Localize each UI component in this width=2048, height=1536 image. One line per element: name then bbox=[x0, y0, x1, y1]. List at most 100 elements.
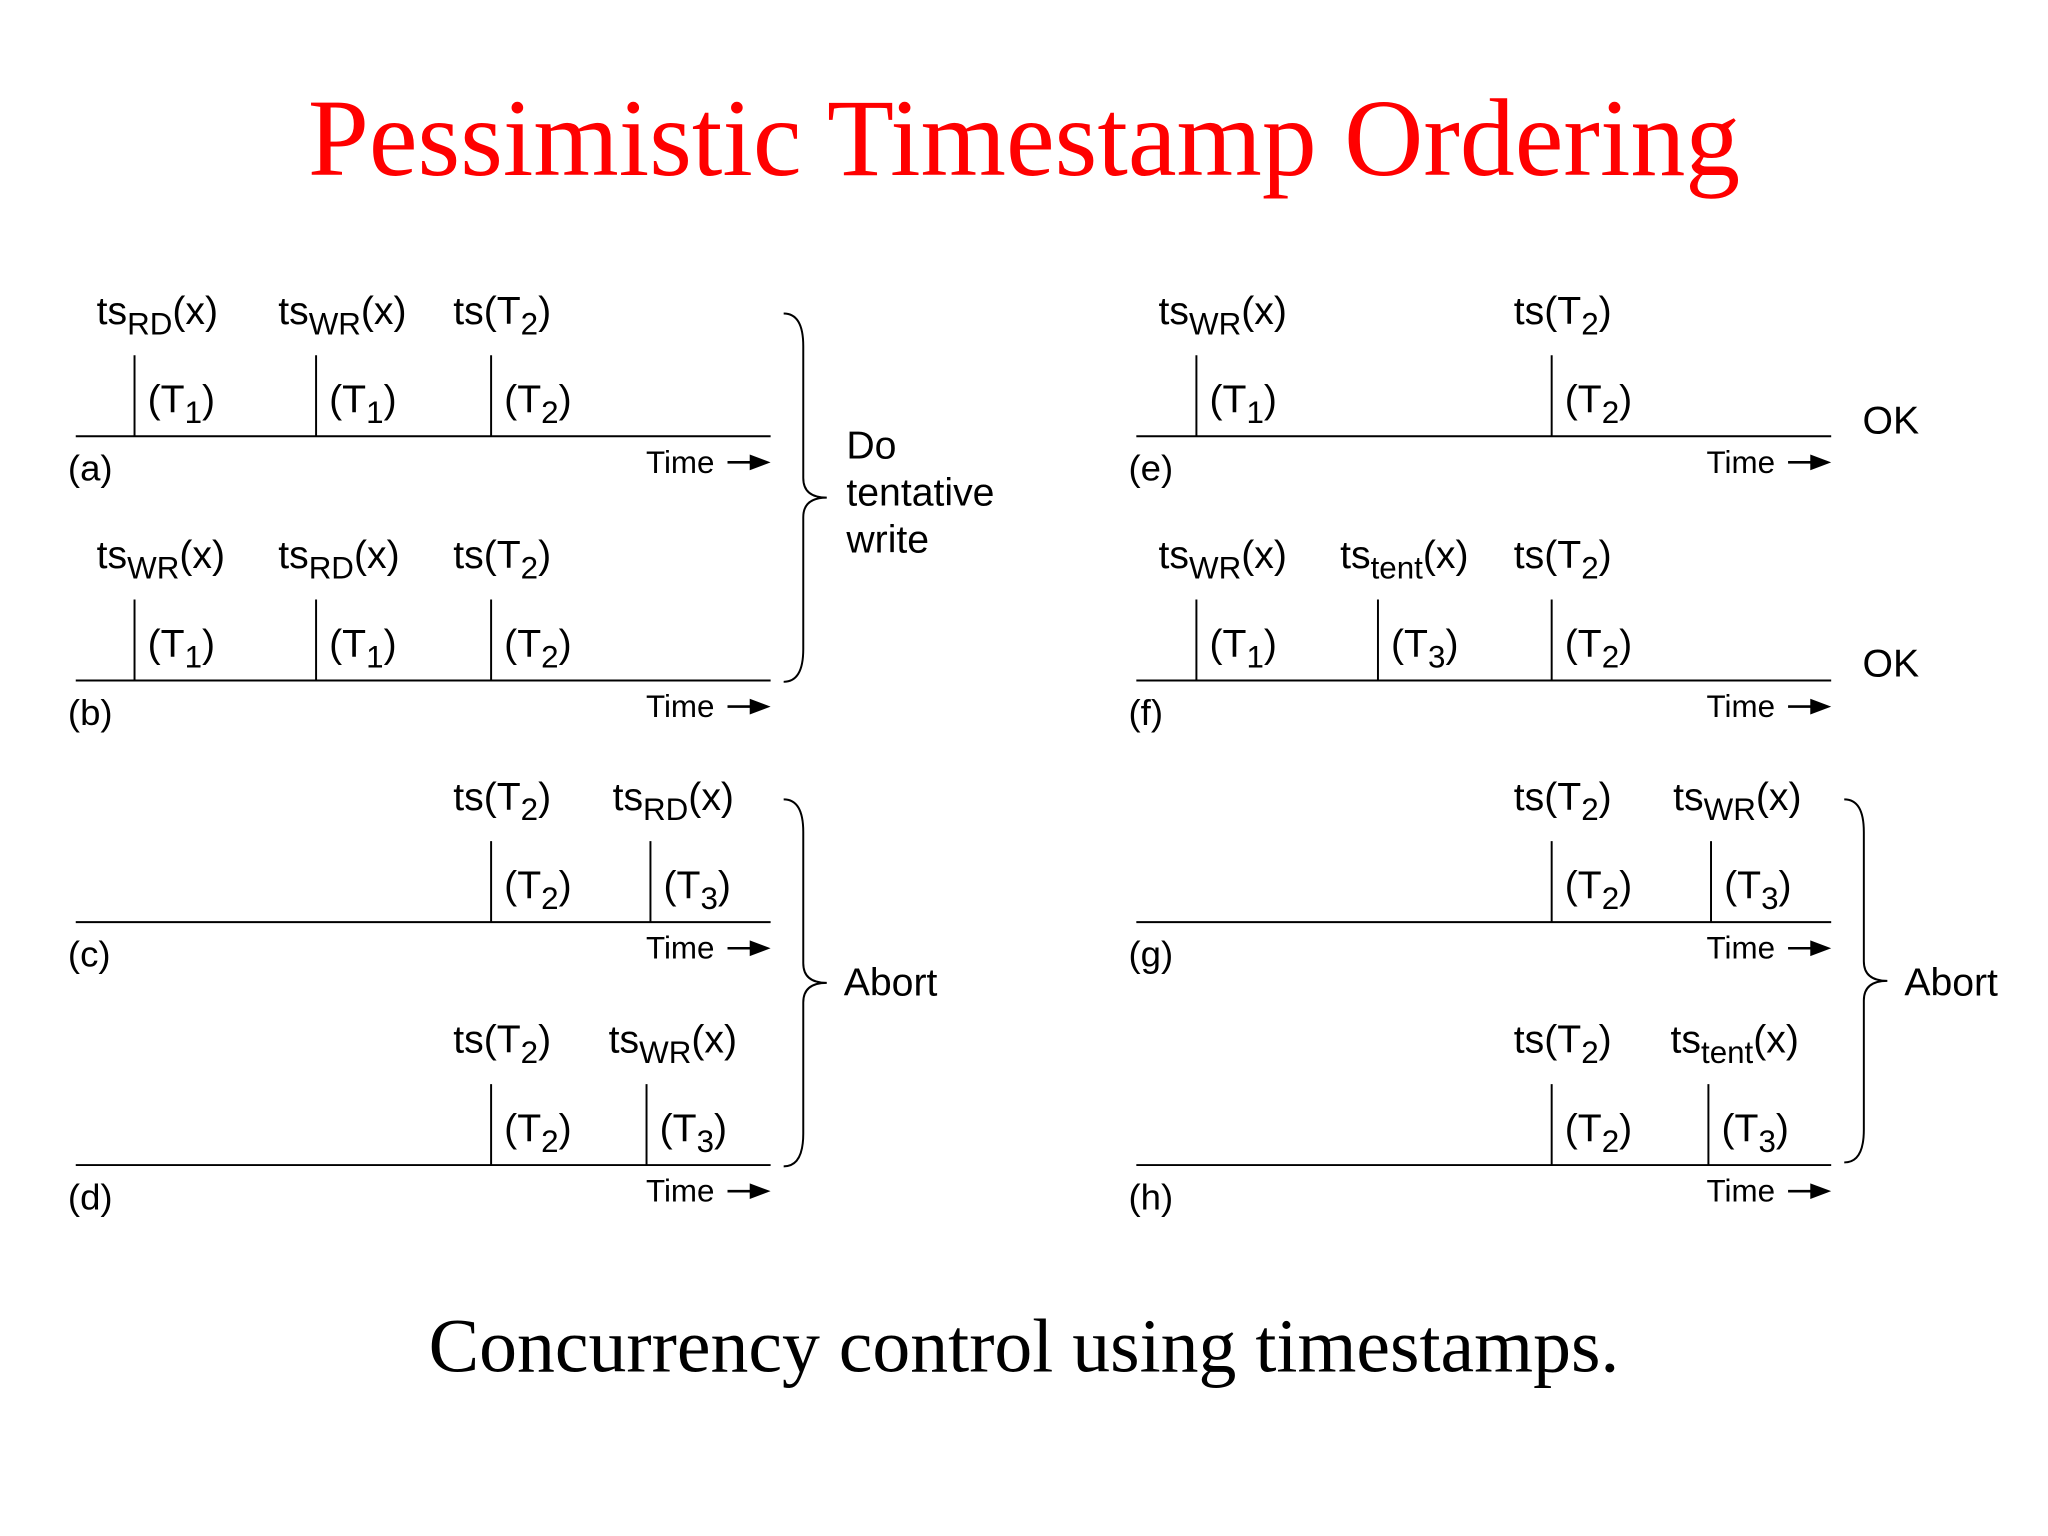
event-transaction-sub: 2 bbox=[1602, 639, 1619, 674]
time-arrowhead bbox=[1810, 1183, 1832, 1200]
event-transaction: (T3) bbox=[660, 1108, 727, 1159]
event-transaction-base: (T bbox=[329, 623, 366, 666]
event-timestamp-sub: WR bbox=[1704, 792, 1756, 827]
event-timestamp-sub: 2 bbox=[521, 1035, 538, 1070]
event-transaction: (T1) bbox=[1209, 623, 1276, 674]
event-timestamp: tsWR(x) bbox=[278, 290, 406, 341]
event-timestamp-tail: (x) bbox=[691, 1019, 737, 1062]
event-timestamp-sub: WR bbox=[309, 306, 361, 341]
event-timestamp: ts(T2) bbox=[453, 290, 551, 341]
brace-label: Do bbox=[846, 424, 896, 467]
event-timestamp-base: ts bbox=[1673, 776, 1703, 819]
event-transaction-base: (T bbox=[148, 379, 185, 422]
event-transaction: (T2) bbox=[504, 623, 571, 674]
event-timestamp-base: ts bbox=[278, 534, 308, 577]
event-transaction: (T3) bbox=[664, 865, 731, 916]
event-transaction-tail: ) bbox=[1264, 623, 1277, 666]
event-timestamp-tail: ) bbox=[538, 1019, 551, 1062]
event-transaction-base: (T bbox=[1565, 865, 1602, 908]
time-arrowhead bbox=[749, 1183, 771, 1200]
event-transaction: (T1) bbox=[148, 379, 215, 430]
event-timestamp-tail: (x) bbox=[1753, 1019, 1799, 1062]
event-timestamp-tail: (x) bbox=[179, 534, 225, 577]
event-transaction-tail: ) bbox=[714, 1108, 727, 1151]
event-transaction-base: (T bbox=[660, 1108, 697, 1151]
event-timestamp: tsWR(x) bbox=[1673, 776, 1801, 827]
event-transaction-sub: 1 bbox=[185, 395, 202, 430]
time-label: Time bbox=[1707, 1174, 1775, 1209]
event-transaction-sub: 3 bbox=[1758, 1124, 1775, 1159]
event-transaction-tail: ) bbox=[718, 865, 731, 908]
event-transaction: (T2) bbox=[504, 379, 571, 430]
brace bbox=[783, 798, 827, 1168]
event-timestamp-sub: 2 bbox=[521, 551, 538, 586]
event-timestamp: tsWR(x) bbox=[1159, 290, 1287, 341]
event-transaction-sub: 2 bbox=[1602, 881, 1619, 916]
event-timestamp-tail: ) bbox=[1599, 1019, 1612, 1062]
event-timestamp: ts(T2) bbox=[1514, 776, 1612, 827]
event-transaction-sub: 1 bbox=[185, 639, 202, 674]
event-transaction-tail: ) bbox=[1779, 865, 1792, 908]
time-label: Time bbox=[646, 445, 714, 480]
event-timestamp-tail: ) bbox=[538, 776, 551, 819]
event-transaction-sub: 2 bbox=[541, 639, 558, 674]
event-timestamp-sub: WR bbox=[1189, 551, 1241, 586]
event-transaction-tail: ) bbox=[559, 1108, 572, 1151]
event-timestamp-base: ts bbox=[97, 534, 127, 577]
event-transaction-tail: ) bbox=[202, 379, 215, 422]
event-timestamp-base: ts bbox=[1159, 290, 1189, 333]
caption: Concurrency control using timestamps. bbox=[429, 1304, 1620, 1388]
panel-label: (f) bbox=[1128, 692, 1163, 733]
event-timestamp-base: ts bbox=[1159, 534, 1189, 577]
event-transaction-sub: 2 bbox=[541, 395, 558, 430]
event-timestamp-tail: ) bbox=[1599, 776, 1612, 819]
event-timestamp-base: ts bbox=[613, 776, 643, 819]
time-arrowhead bbox=[749, 698, 771, 715]
event-transaction-sub: 1 bbox=[1246, 395, 1263, 430]
event-transaction: (T2) bbox=[504, 865, 571, 916]
event-timestamp-tail: ) bbox=[1599, 534, 1612, 577]
brace bbox=[783, 312, 827, 683]
event-timestamp-tail: (x) bbox=[354, 534, 400, 577]
brace-label: write bbox=[845, 518, 929, 561]
event-timestamp: ts(T2) bbox=[453, 776, 551, 827]
event-transaction-sub: 2 bbox=[541, 1124, 558, 1159]
event-transaction-tail: ) bbox=[1619, 865, 1632, 908]
time-label: Time bbox=[1707, 445, 1775, 480]
event-timestamp: tsWR(x) bbox=[609, 1019, 737, 1070]
time-arrowhead bbox=[1810, 698, 1832, 715]
event-timestamp-tail: (x) bbox=[1241, 290, 1287, 333]
event-timestamp: tsWR(x) bbox=[1159, 534, 1287, 585]
event-transaction-sub: 3 bbox=[1761, 881, 1778, 916]
event-transaction-tail: ) bbox=[384, 623, 397, 666]
event-timestamp-tail: (x) bbox=[361, 290, 407, 333]
panel-label: (h) bbox=[1128, 1176, 1173, 1217]
event-timestamp-sub: RD bbox=[643, 792, 688, 827]
time-arrowhead bbox=[1810, 454, 1832, 471]
event-transaction-tail: ) bbox=[1619, 1108, 1632, 1151]
event-timestamp-sub: 2 bbox=[1581, 792, 1598, 827]
event-timestamp-base: ts bbox=[1671, 1019, 1701, 1062]
event-timestamp-sub: 2 bbox=[521, 792, 538, 827]
event-timestamp-base: ts(T bbox=[453, 290, 521, 333]
event-timestamp-base: ts(T bbox=[1514, 1019, 1582, 1062]
event-transaction-sub: 2 bbox=[1602, 395, 1619, 430]
event-transaction-sub: 2 bbox=[1602, 1124, 1619, 1159]
time-arrowhead bbox=[749, 454, 771, 471]
event-transaction: (T2) bbox=[1565, 623, 1632, 674]
event-transaction-tail: ) bbox=[202, 623, 215, 666]
event-transaction-tail: ) bbox=[1776, 1108, 1789, 1151]
event-transaction: (T3) bbox=[1391, 623, 1458, 674]
event-timestamp-sub: WR bbox=[1189, 306, 1241, 341]
event-timestamp: tsRD(x) bbox=[613, 776, 734, 827]
event-timestamp-tail: (x) bbox=[688, 776, 734, 819]
event-transaction: (T2) bbox=[1565, 379, 1632, 430]
event-transaction: (T1) bbox=[148, 623, 215, 674]
event-timestamp: ts(T2) bbox=[1514, 534, 1612, 585]
event-timestamp-base: ts bbox=[609, 1019, 639, 1062]
event-transaction: (T1) bbox=[1209, 379, 1276, 430]
event-transaction-base: (T bbox=[1209, 623, 1246, 666]
time-arrowhead bbox=[1810, 940, 1832, 957]
